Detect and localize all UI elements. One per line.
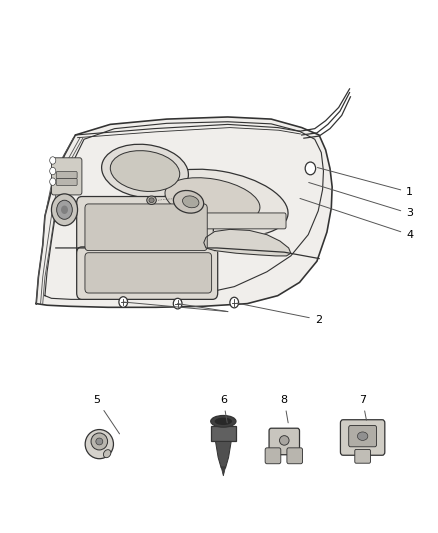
Text: 4: 4 xyxy=(300,198,413,240)
Text: 5: 5 xyxy=(94,395,120,434)
FancyBboxPatch shape xyxy=(85,204,207,251)
FancyBboxPatch shape xyxy=(265,448,281,464)
FancyBboxPatch shape xyxy=(355,449,371,463)
Ellipse shape xyxy=(85,430,113,459)
Polygon shape xyxy=(36,117,332,308)
FancyBboxPatch shape xyxy=(56,172,77,179)
Circle shape xyxy=(49,157,56,164)
Polygon shape xyxy=(215,441,231,468)
Ellipse shape xyxy=(91,433,108,450)
Text: 1: 1 xyxy=(318,167,413,197)
Text: 2: 2 xyxy=(237,303,322,325)
Ellipse shape xyxy=(110,151,180,191)
Text: 6: 6 xyxy=(220,395,227,423)
Ellipse shape xyxy=(357,432,368,440)
FancyBboxPatch shape xyxy=(56,179,77,185)
Ellipse shape xyxy=(103,450,111,458)
Circle shape xyxy=(230,297,239,308)
Ellipse shape xyxy=(149,198,154,203)
FancyBboxPatch shape xyxy=(85,253,212,293)
FancyBboxPatch shape xyxy=(51,158,82,195)
FancyBboxPatch shape xyxy=(77,197,213,257)
Polygon shape xyxy=(221,467,226,476)
Text: 8: 8 xyxy=(281,395,288,423)
Polygon shape xyxy=(211,425,236,441)
FancyBboxPatch shape xyxy=(174,213,286,229)
Polygon shape xyxy=(204,229,291,256)
Ellipse shape xyxy=(165,177,260,223)
Circle shape xyxy=(119,297,127,308)
Ellipse shape xyxy=(102,144,188,198)
Ellipse shape xyxy=(173,190,204,213)
Circle shape xyxy=(61,206,68,214)
Circle shape xyxy=(173,298,182,309)
Circle shape xyxy=(49,178,56,185)
FancyBboxPatch shape xyxy=(349,425,377,447)
Ellipse shape xyxy=(279,435,289,445)
Ellipse shape xyxy=(147,196,156,205)
Circle shape xyxy=(49,167,56,175)
Circle shape xyxy=(305,162,316,175)
Ellipse shape xyxy=(215,418,232,425)
Circle shape xyxy=(57,200,72,219)
Ellipse shape xyxy=(211,416,236,427)
Ellipse shape xyxy=(183,196,199,208)
Circle shape xyxy=(51,194,78,225)
Text: 3: 3 xyxy=(309,182,413,219)
FancyBboxPatch shape xyxy=(269,428,300,455)
FancyBboxPatch shape xyxy=(340,419,385,455)
Ellipse shape xyxy=(150,169,288,237)
Ellipse shape xyxy=(96,438,103,445)
FancyBboxPatch shape xyxy=(287,448,303,464)
Text: 7: 7 xyxy=(359,395,367,420)
FancyBboxPatch shape xyxy=(77,247,218,300)
